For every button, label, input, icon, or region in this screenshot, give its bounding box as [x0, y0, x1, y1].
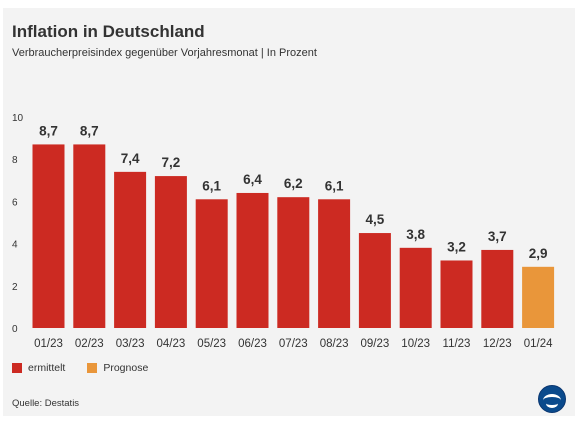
bar: [154, 176, 187, 328]
data-label: 3,2: [447, 239, 466, 254]
legend-label-ermittelt: ermittelt: [28, 362, 66, 374]
x-tick-label: 03/23: [116, 338, 145, 350]
x-tick-label: 06/23: [238, 338, 267, 350]
bar: [399, 247, 432, 328]
x-tick-label: 02/23: [75, 338, 104, 350]
y-tick-label: 4: [12, 240, 18, 251]
data-label: 8,7: [39, 123, 58, 138]
legend-label-prognose: Prognose: [103, 362, 149, 374]
x-tick-label: 05/23: [197, 338, 226, 350]
x-tick-label: 07/23: [279, 338, 308, 350]
bar: [114, 171, 147, 328]
chart-subtitle: Verbraucherpreisindex gegenüber Vorjahre…: [12, 47, 317, 59]
x-tick-label: 01/23: [34, 338, 63, 350]
chart-title: Inflation in Deutschland: [12, 22, 205, 41]
y-tick-label: 6: [12, 197, 18, 208]
ard-tagesschau-logo-icon: [538, 385, 566, 413]
y-tick-label: 10: [12, 113, 24, 124]
data-label: 8,7: [80, 123, 99, 138]
x-tick-label: 08/23: [320, 338, 349, 350]
y-tick-label: 2: [12, 282, 18, 293]
bar: [522, 266, 555, 328]
bar: [481, 249, 514, 328]
x-tick-label: 11/23: [443, 338, 471, 350]
source-note: Quelle: Destatis: [12, 398, 80, 409]
x-tick-label: 12/23: [483, 338, 512, 350]
bar: [32, 144, 65, 328]
bar: [73, 144, 106, 328]
data-label: 3,7: [488, 229, 507, 244]
legend: ermittelt Prognose: [12, 362, 170, 374]
legend-item-prognose: Prognose: [87, 362, 148, 374]
bar: [318, 199, 351, 328]
bar: [195, 199, 228, 328]
x-tick-label: 04/23: [157, 338, 186, 350]
bar: [277, 197, 310, 328]
data-label: 7,2: [162, 155, 181, 170]
legend-swatch-ermittelt: [12, 363, 22, 373]
data-label: 3,8: [406, 227, 425, 242]
y-tick-label: 0: [12, 324, 18, 335]
data-label: 6,1: [325, 178, 344, 193]
data-label: 6,2: [284, 176, 303, 191]
x-tick-label: 09/23: [361, 338, 390, 350]
data-label: 7,4: [121, 151, 140, 166]
data-label: 6,4: [243, 172, 262, 187]
data-label: 2,9: [529, 246, 548, 261]
x-tick-label: 10/23: [401, 338, 430, 350]
bar: [358, 233, 391, 328]
x-tick-label: 01/24: [524, 338, 553, 350]
data-label: 6,1: [202, 178, 221, 193]
data-label: 4,5: [366, 212, 385, 227]
y-tick-label: 8: [12, 155, 18, 166]
legend-item-ermittelt: ermittelt: [12, 362, 65, 374]
bar: [236, 192, 269, 328]
legend-swatch-prognose: [87, 363, 98, 373]
bar: [440, 260, 473, 328]
